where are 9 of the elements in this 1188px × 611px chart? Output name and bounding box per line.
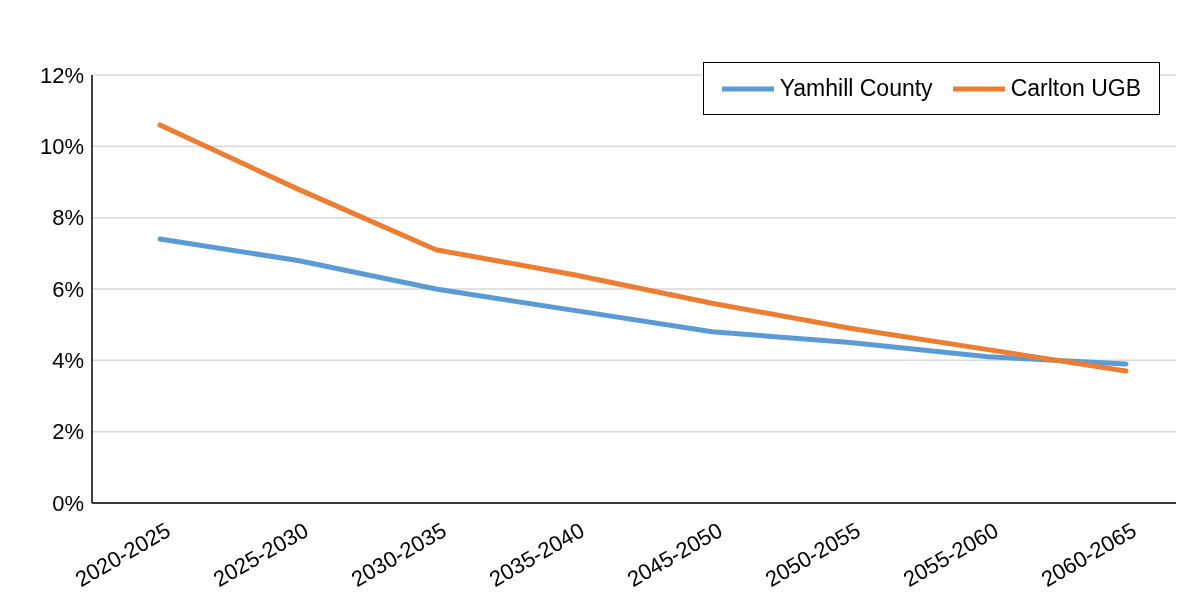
y-tick-label: 0% bbox=[52, 490, 84, 516]
y-tick-label: 2% bbox=[52, 419, 84, 445]
legend-label: Carlton UGB bbox=[1010, 75, 1141, 102]
y-tick-label: 8% bbox=[52, 205, 84, 231]
legend-label: Yamhill County bbox=[779, 75, 933, 102]
y-tick-label: 10% bbox=[39, 134, 84, 160]
y-tick-label: 12% bbox=[39, 62, 84, 88]
y-tick-label: 6% bbox=[52, 276, 84, 302]
y-tick-label: 4% bbox=[52, 348, 84, 374]
